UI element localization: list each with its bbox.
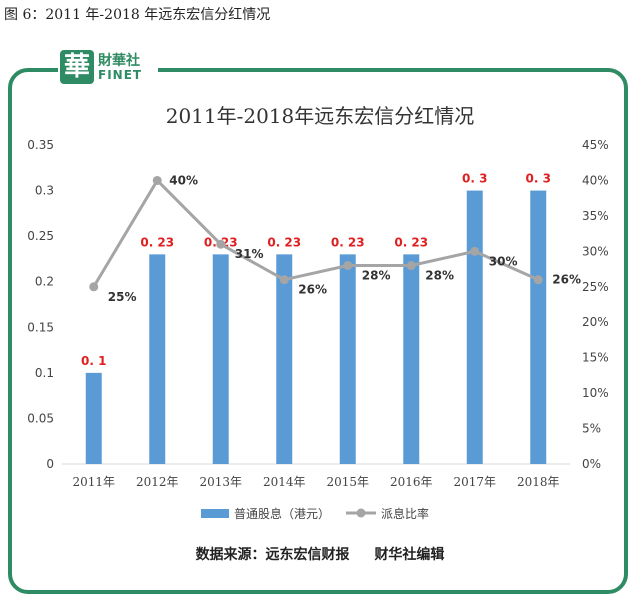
y-right-tick-label: 20% — [582, 315, 609, 329]
y-right-tick-label: 10% — [582, 386, 609, 400]
payout-ratio-point — [216, 239, 226, 249]
dividend-bar-label: 0. 1 — [81, 354, 106, 368]
legend-line-marker — [356, 508, 366, 518]
payout-ratio-label: 28% — [425, 269, 454, 283]
logo-name-cn: 財華社 — [98, 53, 140, 69]
dividend-bar-label: 0. 23 — [394, 235, 428, 249]
dividend-bar-label: 0. 23 — [331, 235, 365, 249]
dividend-bar-label: 0. 3 — [462, 172, 487, 186]
payout-ratio-label: 40% — [169, 173, 198, 187]
x-tick-label: 2012年 — [136, 475, 179, 489]
payout-ratio-label: 30% — [489, 254, 518, 268]
x-tick-label: 2014年 — [263, 475, 306, 489]
dividend-bar — [85, 372, 102, 464]
y-right-tick-label: 30% — [582, 244, 609, 258]
y-right-tick-label: 40% — [582, 173, 609, 187]
legend-line-label: 派息比率 — [381, 506, 429, 521]
payout-ratio-line — [92, 178, 539, 288]
source-suffix: 财华社编辑 — [374, 547, 445, 563]
payout-ratio-point — [533, 275, 543, 285]
dividend-bar-label: 0. 3 — [526, 172, 551, 186]
dividend-bar — [530, 190, 547, 465]
dividend-bar — [276, 254, 293, 464]
x-tick-label: 2011年 — [72, 475, 115, 489]
y-left-tick-label: 0.35 — [27, 138, 54, 152]
y-left-tick-label: 0.1 — [35, 366, 54, 380]
legend-bar-label: 普通股息（港元） — [234, 506, 330, 521]
payout-ratio-point — [343, 261, 353, 271]
y-right-tick-label: 15% — [582, 351, 609, 365]
payout-ratio-point — [279, 275, 289, 285]
y-right-tick-label: 5% — [582, 422, 601, 436]
logo-badge-icon: 華 — [60, 50, 94, 84]
x-tick-label: 2018年 — [517, 475, 560, 489]
dividend-bar-label: 0. 23 — [140, 235, 174, 249]
y-right-tick-label: 45% — [582, 138, 609, 152]
chart-frame — [8, 68, 628, 594]
legend-bar-swatch — [201, 509, 229, 518]
dividend-bar — [466, 190, 483, 465]
y-right-tick-label: 25% — [582, 280, 609, 294]
chart-title: 2011年-2018年远东宏信分红情况 — [165, 104, 475, 128]
x-tick-label: 2017年 — [453, 475, 496, 489]
payout-ratio-point — [152, 175, 162, 185]
payout-ratio-label: 26% — [552, 273, 581, 287]
x-tick-label: 2016年 — [390, 475, 433, 489]
payout-ratio-label: 28% — [362, 269, 391, 283]
payout-ratio-point — [406, 261, 416, 271]
y-left-tick-label: 0.05 — [27, 411, 54, 425]
x-tick-label: 2015年 — [326, 475, 369, 489]
y-left-tick-label: 0.2 — [35, 275, 54, 289]
x-tick-label: 2013年 — [199, 475, 242, 489]
finet-logo: 華 財華社 FINET — [58, 42, 158, 94]
y-left-tick-label: 0.15 — [27, 320, 54, 334]
payout-ratio-label: 26% — [298, 283, 327, 297]
y-right-tick-label: 0% — [582, 457, 601, 471]
dividend-bar — [403, 254, 420, 464]
source-line: 数据来源：远东宏信财报 财华社编辑 — [0, 544, 640, 564]
dividend-bar — [149, 254, 166, 464]
dividend-bar — [339, 254, 356, 464]
figure-caption: 图 6：2011 年-2018 年远东宏信分红情况 — [4, 7, 271, 23]
y-left-tick-label: 0.3 — [35, 184, 54, 198]
payout-ratio-label: 31% — [235, 247, 264, 261]
payout-ratio-point — [89, 282, 99, 292]
source-prefix: 数据来源：远东宏信财报 — [195, 547, 350, 563]
y-right-tick-label: 35% — [582, 209, 609, 223]
dividend-bar-label: 0. 23 — [267, 235, 301, 249]
y-left-tick-label: 0.25 — [27, 229, 54, 243]
y-left-tick-label: 0 — [46, 457, 54, 471]
payout-ratio-point — [470, 246, 480, 256]
logo-name-en: FINET — [98, 68, 143, 82]
dividend-bar — [212, 254, 229, 464]
payout-ratio-label: 25% — [108, 290, 137, 304]
